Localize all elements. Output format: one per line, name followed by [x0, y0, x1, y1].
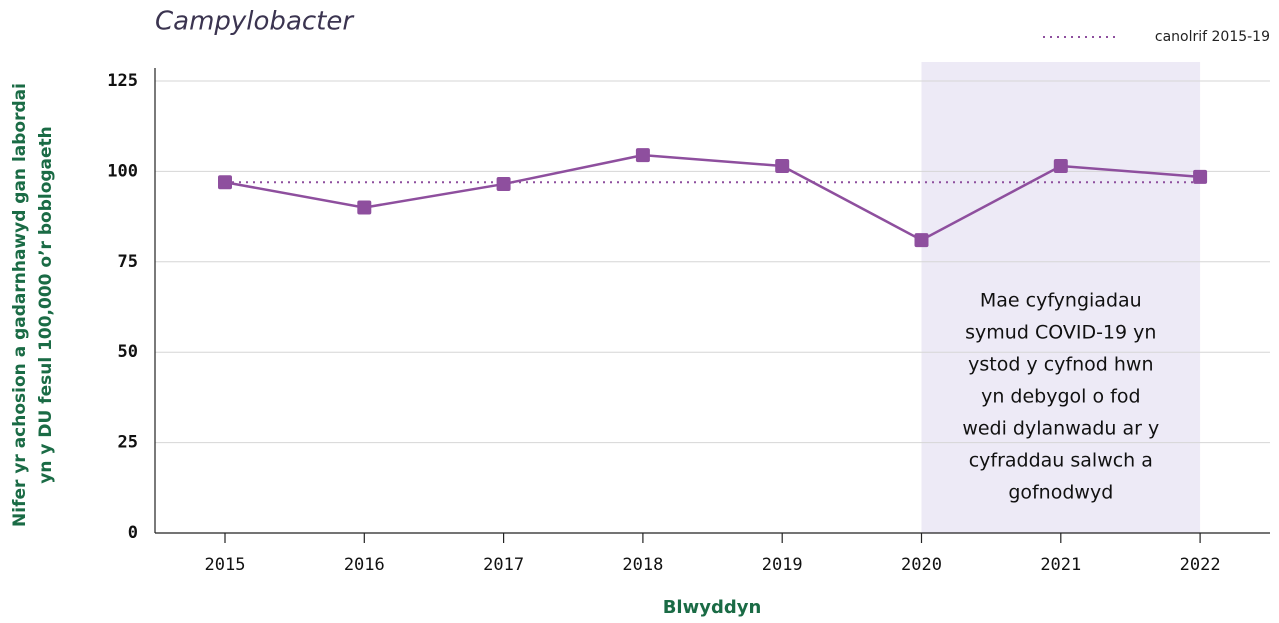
x-tick-label: 2017 — [483, 555, 524, 575]
highlight-band — [921, 62, 1201, 533]
y-tick-label: 25 — [118, 433, 138, 453]
y-tick-label: 125 — [107, 71, 138, 91]
y-tick-label: 100 — [107, 161, 138, 181]
y-tick-label: 0 — [128, 523, 138, 543]
point-marker — [1193, 169, 1208, 184]
point-marker — [357, 200, 372, 215]
point-marker — [1053, 158, 1068, 173]
x-tick-label: 2015 — [205, 555, 246, 575]
x-tick-label: 2016 — [344, 555, 385, 575]
y-axis-label-line: yn y DU fesul 100,000 o’r boblogaeth — [36, 126, 56, 484]
annotation-line: gofnodwyd — [1008, 482, 1113, 504]
y-axis-label: Nifer yr achosion a gadarnhawyd gan labo… — [10, 83, 56, 527]
y-tick-label: 50 — [118, 342, 138, 362]
x-tick-label: 2021 — [1040, 555, 1081, 575]
x-tick-label: 2020 — [901, 555, 942, 575]
x-tick-label: 2019 — [762, 555, 803, 575]
y-axis-label-line: Nifer yr achosion a gadarnhawyd gan labo… — [10, 83, 30, 527]
x-tick-label: 2018 — [622, 555, 663, 575]
point-marker — [775, 158, 790, 173]
series-line — [224, 153, 1201, 242]
point-marker — [218, 175, 232, 190]
chart-title: Campylobacter — [155, 7, 355, 37]
point-marker — [496, 177, 511, 192]
legend-label: canolrif 2015-19 — [1155, 29, 1270, 45]
x-axis-label: Blwyddyn — [663, 597, 762, 618]
annotation-line: ystod y cyfnod hwn — [968, 354, 1153, 376]
y-tick-label: 75 — [118, 252, 138, 272]
annotation-line: symud COVID-19 yn — [965, 322, 1156, 344]
annotation-line: Mae cyfyngiadau — [980, 290, 1142, 312]
annotation-line: yn debygol o fod — [981, 386, 1140, 408]
annotation-line: wedi dylanwadu ar y — [962, 418, 1159, 440]
annotation-line: cyfraddau salwch a — [969, 450, 1153, 472]
point-marker — [914, 233, 929, 248]
x-tick-label: 2022 — [1180, 555, 1221, 575]
point-marker — [635, 148, 650, 163]
